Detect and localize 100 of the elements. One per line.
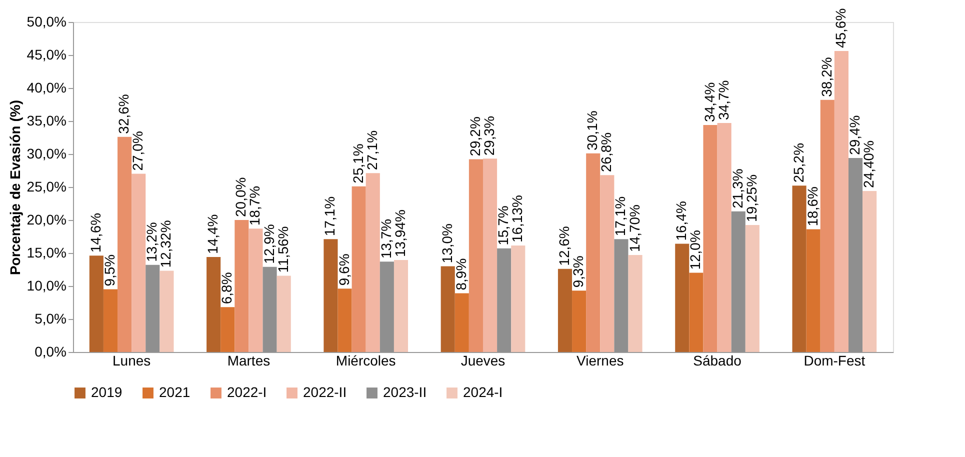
data-label: 9,3% [570, 256, 586, 288]
x-tick-label: Viernes [576, 352, 624, 368]
data-label: 24,40% [860, 140, 877, 188]
bar [248, 228, 263, 352]
bar [394, 260, 408, 352]
x-tick-label: Lunes [112, 352, 151, 368]
y-tick-label: 20,0% [26, 212, 66, 228]
data-label: 38,2% [818, 57, 834, 97]
bar [717, 122, 732, 352]
bar [628, 254, 642, 352]
data-label: 13,7% [378, 218, 394, 259]
bar [132, 174, 146, 352]
y-axis-title: Porcentaje de Evasión (%) [6, 100, 23, 276]
bar [338, 288, 352, 352]
legend-label: 2022-II [303, 384, 347, 400]
y-tick-label: 10,0% [26, 278, 66, 294]
data-label: 9,6% [336, 254, 352, 286]
data-label: 11,56% [274, 226, 291, 273]
x-tick-label: Dom-Fest [804, 352, 866, 368]
legend-label: 2023-II [383, 384, 427, 400]
y-tick-label: 30,0% [26, 146, 66, 162]
data-label: 16,4% [673, 201, 690, 241]
data-label: 13,94% [392, 210, 408, 257]
bar [862, 190, 877, 352]
bar [820, 100, 834, 352]
data-label: 19,25% [743, 174, 760, 222]
bar [160, 270, 174, 352]
data-label: 34,4% [701, 82, 718, 122]
data-label: 15,7% [495, 206, 512, 246]
bar [118, 136, 132, 352]
data-label: 13,2% [144, 222, 160, 262]
bar [103, 289, 118, 352]
data-label: 21,3% [729, 168, 746, 208]
data-label: 25,1% [350, 144, 366, 184]
data-label: 27,1% [364, 130, 380, 170]
bar [689, 272, 704, 352]
data-label: 17,1% [612, 196, 628, 236]
data-label: 8,9% [452, 258, 469, 290]
data-label: 14,4% [204, 214, 221, 254]
data-label: 6,8% [218, 272, 235, 304]
y-tick-label: 40,0% [26, 80, 66, 96]
bar [675, 244, 690, 352]
data-label: 32,6% [116, 94, 132, 134]
legend-label: 2024-I [463, 384, 503, 400]
data-label: 16,13% [509, 195, 526, 243]
bar [352, 186, 366, 352]
data-label: 14,70% [626, 204, 642, 252]
bar [586, 153, 600, 352]
data-label: 17,1% [322, 196, 338, 236]
data-label: 29,4% [846, 115, 863, 155]
y-tick-label: 35,0% [26, 112, 66, 128]
y-tick-label: 0,0% [34, 344, 66, 360]
data-label: 26,8% [598, 132, 614, 172]
bar [483, 158, 498, 352]
data-label: 25,2% [790, 142, 806, 183]
bar [806, 229, 820, 352]
y-tick-label: 25,0% [26, 178, 66, 194]
bar [834, 51, 848, 352]
x-tick-label: Jueves [460, 352, 506, 368]
legend-label: 2021 [159, 384, 190, 400]
y-tick-label: 15,0% [26, 244, 66, 260]
bar [468, 159, 483, 352]
bar [558, 268, 572, 352]
y-tick-label: 5,0% [34, 310, 66, 326]
bar [366, 173, 380, 352]
data-label: 29,2% [466, 116, 483, 156]
bar [220, 307, 235, 352]
data-label: 34,7% [715, 80, 732, 120]
legend-label: 2022-I [227, 384, 267, 400]
bar [454, 293, 469, 352]
data-label: 14,6% [87, 212, 104, 253]
data-label: 45,6% [832, 8, 848, 48]
x-tick-label: Sábado [693, 352, 742, 368]
legend-label: 2019 [91, 384, 122, 400]
data-label: 29,3% [481, 116, 498, 156]
x-tick-label: Miércoles [336, 352, 396, 368]
data-label: 27,0% [130, 131, 146, 171]
bar [440, 266, 455, 352]
data-label: 18,6% [804, 186, 820, 226]
bar [703, 124, 718, 352]
data-label: 30,1% [584, 110, 600, 150]
data-label: 12,9% [260, 224, 277, 264]
data-label: 9,5% [101, 254, 118, 286]
y-tick-label: 50,0% [26, 14, 66, 30]
bar [206, 256, 221, 352]
x-tick-label: Martes [227, 352, 270, 368]
bar [572, 290, 586, 352]
bar [89, 256, 104, 352]
data-label: 13,0% [438, 223, 455, 264]
bar [511, 246, 526, 352]
data-label: 12,6% [556, 226, 572, 266]
data-label: 18,7% [246, 186, 263, 226]
bar [600, 175, 614, 352]
bar [324, 239, 338, 352]
y-tick-label: 45,0% [26, 46, 66, 62]
bar [276, 276, 291, 352]
data-label: 12,32% [158, 220, 174, 268]
data-label: 12,0% [687, 230, 704, 270]
bar [234, 220, 249, 352]
bar [745, 224, 760, 352]
